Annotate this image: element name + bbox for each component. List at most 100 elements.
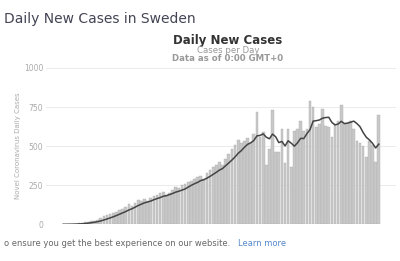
- Bar: [109, 214, 112, 224]
- Bar: [293, 130, 296, 224]
- Bar: [218, 162, 221, 224]
- Text: Daily New Cases in Sweden: Daily New Cases in Sweden: [4, 12, 196, 26]
- Bar: [368, 141, 371, 224]
- Bar: [131, 206, 133, 224]
- Bar: [181, 185, 183, 224]
- Text: Daily New Cases: Daily New Cases: [173, 34, 283, 47]
- Bar: [178, 188, 180, 224]
- Bar: [234, 145, 236, 224]
- Bar: [356, 141, 358, 224]
- Bar: [362, 146, 364, 224]
- Bar: [346, 123, 349, 224]
- Bar: [262, 132, 264, 224]
- Bar: [365, 157, 368, 224]
- Text: o ensure you get the best experience on our website.: o ensure you get the best experience on …: [4, 239, 233, 248]
- Bar: [168, 193, 171, 224]
- Bar: [190, 181, 193, 224]
- Bar: [312, 107, 314, 224]
- Bar: [237, 140, 240, 224]
- Bar: [199, 176, 202, 224]
- Bar: [128, 204, 130, 224]
- Bar: [231, 149, 233, 224]
- Bar: [187, 182, 190, 224]
- Bar: [102, 216, 105, 224]
- Bar: [352, 129, 355, 224]
- Bar: [330, 137, 333, 224]
- Bar: [224, 159, 227, 224]
- Bar: [274, 152, 277, 224]
- Bar: [290, 167, 293, 224]
- Bar: [156, 195, 158, 224]
- Bar: [252, 134, 255, 224]
- Bar: [124, 207, 127, 224]
- Bar: [90, 221, 93, 224]
- Bar: [143, 199, 146, 224]
- Bar: [349, 121, 352, 224]
- Bar: [271, 110, 274, 224]
- Bar: [96, 220, 99, 224]
- Bar: [174, 187, 177, 224]
- Bar: [306, 129, 308, 224]
- Text: Cases per Day: Cases per Day: [197, 46, 259, 55]
- Bar: [278, 152, 280, 224]
- Bar: [268, 149, 271, 224]
- Bar: [318, 124, 321, 224]
- Bar: [378, 115, 380, 224]
- Bar: [243, 141, 246, 224]
- Bar: [284, 163, 286, 224]
- Bar: [212, 167, 214, 224]
- Bar: [121, 209, 124, 224]
- Bar: [343, 124, 346, 224]
- Bar: [206, 173, 208, 224]
- Bar: [309, 101, 311, 224]
- Bar: [134, 203, 136, 224]
- Bar: [287, 129, 290, 224]
- Bar: [78, 223, 80, 224]
- Bar: [165, 195, 168, 224]
- Bar: [334, 124, 336, 224]
- Bar: [371, 145, 374, 224]
- Bar: [299, 121, 302, 224]
- Bar: [93, 221, 96, 224]
- Bar: [359, 143, 361, 224]
- Bar: [296, 129, 299, 224]
- Bar: [228, 154, 230, 224]
- Bar: [106, 215, 108, 224]
- Bar: [259, 137, 261, 224]
- Bar: [184, 184, 186, 224]
- Bar: [249, 143, 252, 224]
- Bar: [112, 213, 114, 224]
- Bar: [84, 222, 86, 224]
- Bar: [149, 198, 152, 224]
- Bar: [193, 179, 196, 224]
- Bar: [118, 210, 121, 224]
- Bar: [215, 165, 218, 224]
- Bar: [99, 218, 102, 224]
- Bar: [162, 192, 164, 224]
- Bar: [159, 193, 162, 224]
- Bar: [256, 112, 258, 224]
- Bar: [87, 222, 90, 224]
- Text: Data as of 0:00 GMT+0: Data as of 0:00 GMT+0: [172, 54, 284, 63]
- Bar: [240, 143, 243, 224]
- Bar: [140, 201, 143, 224]
- Bar: [340, 105, 343, 224]
- Bar: [202, 179, 205, 224]
- Bar: [280, 129, 283, 224]
- Bar: [321, 109, 324, 224]
- Bar: [152, 196, 155, 224]
- Bar: [265, 165, 268, 224]
- Bar: [146, 201, 149, 224]
- Bar: [221, 165, 224, 224]
- Y-axis label: Novel Coronavirus Daily Cases: Novel Coronavirus Daily Cases: [15, 93, 21, 199]
- Text: Learn more: Learn more: [238, 239, 286, 248]
- Bar: [171, 190, 174, 224]
- Bar: [137, 200, 140, 224]
- Bar: [337, 121, 340, 224]
- Bar: [196, 177, 199, 224]
- Bar: [209, 170, 211, 224]
- Bar: [374, 162, 377, 224]
- Bar: [81, 223, 83, 224]
- Bar: [302, 130, 305, 224]
- Bar: [324, 126, 327, 224]
